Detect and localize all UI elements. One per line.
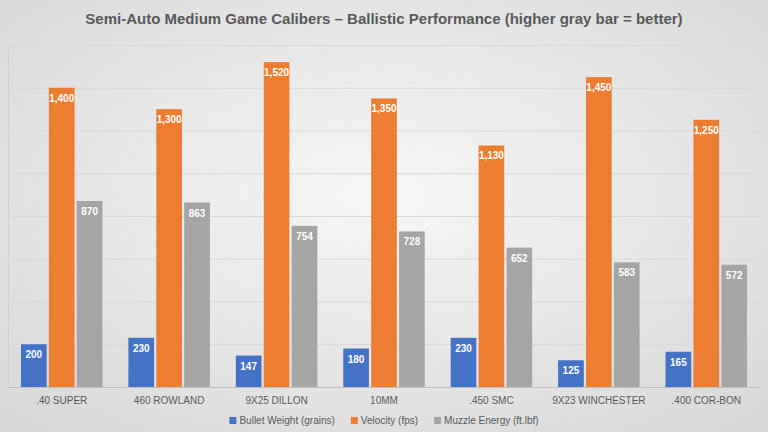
- x-axis-line: [9, 387, 761, 388]
- y-tick: [8, 88, 760, 89]
- y-tick: [8, 45, 760, 46]
- x-tick: 460 ROWLAND: [134, 395, 205, 406]
- data-label: 652: [511, 253, 528, 264]
- x-tick-label: 10MM: [370, 395, 398, 406]
- x-tick-label: .40 SUPER: [36, 395, 87, 406]
- bar: [479, 145, 505, 387]
- legend-item: Velocity (fps): [351, 415, 418, 426]
- bar: [506, 248, 532, 387]
- legend: Bullet Weight (grains) Velocity (fps) Muzz…: [229, 415, 538, 426]
- data-label: 1,400: [49, 93, 74, 104]
- y-axis-line: [9, 46, 761, 388]
- data-label: 1,300: [157, 114, 182, 125]
- data-label: 147: [240, 361, 257, 372]
- data-label: 180: [348, 354, 365, 365]
- data-label: 1,350: [371, 103, 396, 114]
- data-label: 1,130: [479, 150, 504, 161]
- data-label: 754: [296, 231, 313, 242]
- x-tick-label: .450 SMC: [469, 395, 513, 406]
- bar: [236, 356, 262, 387]
- x-tick: .400 COR-BON: [672, 395, 741, 406]
- y-tick: [8, 387, 760, 388]
- data-label: 572: [726, 270, 743, 281]
- bar: [21, 344, 47, 387]
- data-label: 1,450: [586, 82, 611, 93]
- legend-swatch: [434, 417, 441, 424]
- x-tick: 9X25 DILLON: [245, 395, 307, 406]
- bar: [128, 338, 154, 387]
- data-label: 870: [81, 206, 98, 217]
- bar: [666, 352, 692, 387]
- bar: [292, 226, 318, 387]
- x-tick: 9X23 WINCHESTER: [552, 395, 645, 406]
- legend-label: Muzzle Energy (ft.lbf): [444, 415, 538, 426]
- grid-line: [8, 387, 760, 388]
- bar: [184, 203, 210, 387]
- title: Semi-Auto Medium Game Calibers – Ballist…: [85, 10, 682, 27]
- data-label: 230: [133, 343, 150, 354]
- plot: .40 SUPER 460 ROWLAND 9X25 DILLON 10MM .450 …: [8, 46, 761, 407]
- bar: [156, 109, 182, 387]
- bar: [399, 231, 425, 387]
- legend-label: Velocity (fps): [361, 415, 418, 426]
- legend-item: Muzzle Energy (ft.lbf): [434, 415, 538, 426]
- x-tick-label: 460 ROWLAND: [134, 395, 205, 406]
- bar: [77, 201, 103, 387]
- x-axis: .40 SUPER 460 ROWLAND 9X25 DILLON 10MM .450 …: [9, 388, 761, 407]
- background: [0, 0, 768, 432]
- x-tick-label: .400 COR-BON: [672, 395, 741, 406]
- data-label: 1,250: [694, 125, 719, 136]
- legend-item: Bullet Weight (grains): [229, 415, 334, 426]
- data-label: 863: [189, 208, 206, 219]
- bar: [343, 349, 369, 387]
- legend-swatch: [351, 417, 358, 424]
- data-label: 230: [455, 343, 472, 354]
- data-labels: 200 230 147 180 230 125 165 1,400 1,300 1,520 1,35…: [25, 67, 743, 376]
- data-label: 728: [404, 236, 421, 247]
- bar: [586, 77, 612, 387]
- bar: [558, 360, 584, 387]
- bar: [451, 338, 477, 387]
- bar: [693, 120, 719, 387]
- legend-swatch: [229, 417, 236, 424]
- x-tick: .450 SMC: [469, 395, 513, 406]
- chart: Semi-Auto Medium Game Calibers – Ballist…: [0, 0, 768, 432]
- x-tick: 10MM: [370, 395, 398, 406]
- grid-line: [8, 88, 760, 89]
- bars: [21, 62, 747, 387]
- y-axis: [8, 46, 760, 388]
- legend-label: Bullet Weight (grains): [239, 415, 334, 426]
- bar: [721, 265, 747, 387]
- x-tick: .40 SUPER: [36, 395, 87, 406]
- bar: [371, 98, 397, 387]
- bar: [49, 88, 75, 387]
- data-label: 1,520: [264, 67, 289, 78]
- data-label: 200: [25, 349, 42, 360]
- x-tick-label: 9X23 WINCHESTER: [552, 395, 645, 406]
- data-label: 583: [618, 267, 635, 278]
- grid-line: [8, 45, 760, 46]
- bar: [614, 262, 640, 387]
- data-label: 165: [670, 357, 687, 368]
- x-tick-label: 9X25 DILLON: [245, 395, 307, 406]
- bar: [264, 62, 290, 387]
- data-label: 125: [563, 365, 580, 376]
